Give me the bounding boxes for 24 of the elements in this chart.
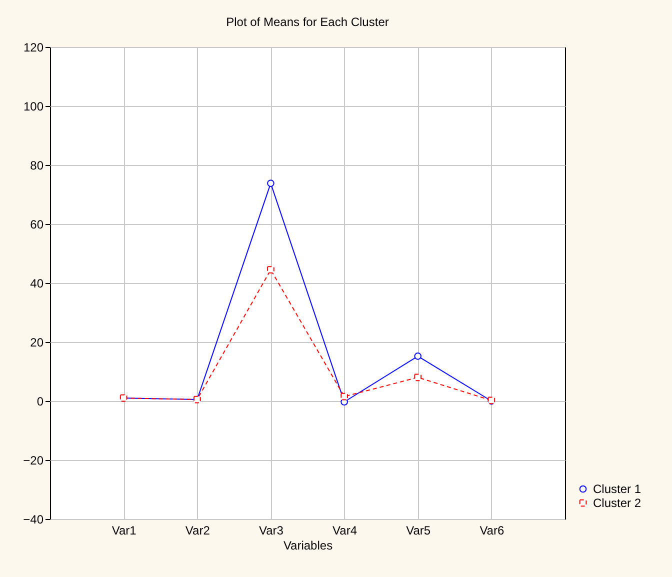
y-tick-label: 60 (30, 218, 44, 232)
x-tick-label: Var1 (112, 524, 137, 538)
x-tick-label: Var4 (332, 524, 358, 538)
point (267, 266, 274, 274)
y-tick-label: 120 (23, 40, 44, 54)
y-tick-label: 20 (30, 336, 44, 350)
x-tick-label: Var6 (480, 524, 504, 538)
y-tick-label: −40 (23, 512, 44, 526)
y-tick-label: 40 (30, 276, 44, 290)
y-tick-label: 80 (30, 158, 44, 172)
point (340, 392, 348, 400)
x-tick-label: Var3 (258, 524, 284, 538)
legend-label: Cluster 2 (593, 496, 642, 510)
x-tick-label: Var5 (406, 524, 431, 538)
point (414, 374, 422, 382)
point (414, 352, 422, 360)
y-tick-label: 100 (23, 100, 44, 114)
x-axis-title: Variables (283, 538, 333, 552)
legend-label: Cluster 1 (593, 482, 642, 496)
y-tick-label: −20 (23, 454, 44, 468)
x-tick-label: Var2 (185, 524, 210, 538)
chart-title: Plot of Means for Each Cluster (226, 15, 389, 29)
point (267, 180, 274, 187)
y-tick-label: 0 (36, 394, 44, 408)
